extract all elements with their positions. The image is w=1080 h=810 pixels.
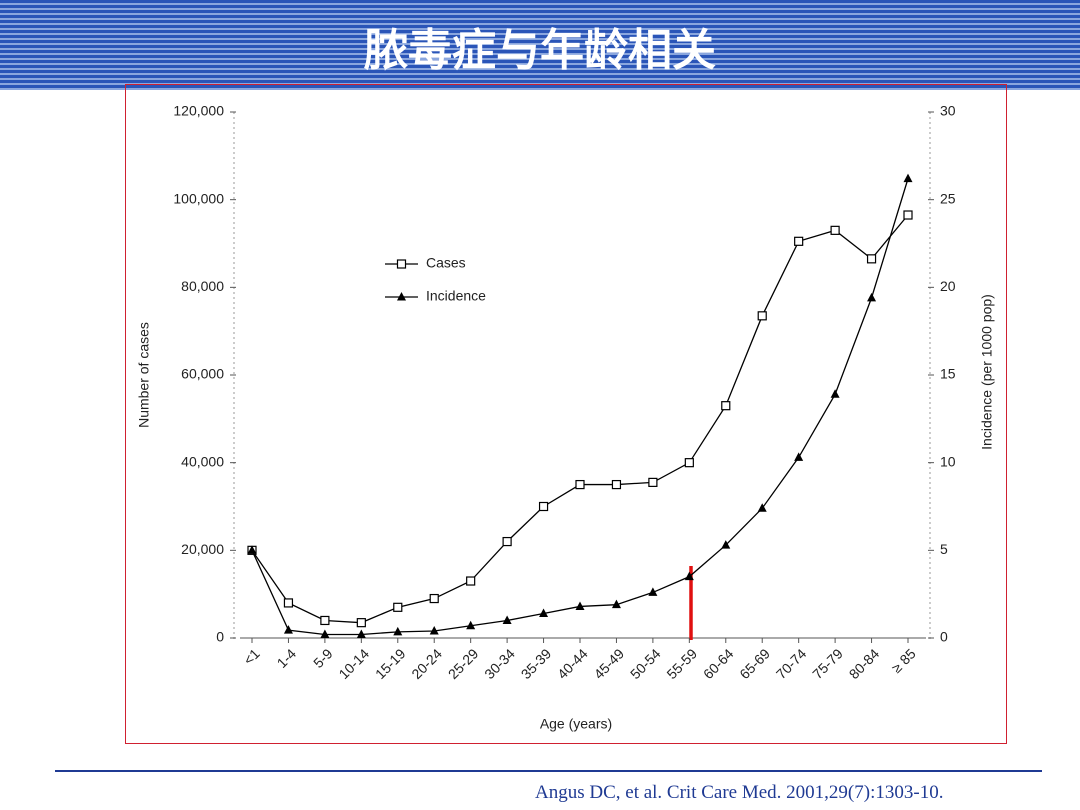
legend-marker — [396, 259, 407, 269]
data-point — [247, 545, 257, 554]
x-tick-label: 45-49 — [591, 645, 628, 682]
data-point — [903, 210, 913, 220]
data-point — [611, 479, 622, 490]
data-point — [466, 620, 476, 630]
x-tick-label: 15-19 — [372, 645, 409, 682]
series-line — [251, 178, 909, 636]
data-point — [611, 599, 621, 609]
data-point — [903, 173, 913, 183]
data-point — [794, 236, 804, 246]
x-tick-label: 5-9 — [310, 645, 336, 671]
x-tick-label: 70-74 — [773, 645, 810, 682]
data-point — [356, 618, 366, 628]
x-axis-label: Age (years) — [540, 716, 612, 732]
data-point — [393, 626, 403, 636]
y-tick-label: 120,000 — [173, 103, 224, 119]
x-tick-label: 30-34 — [481, 645, 518, 682]
data-point — [648, 587, 658, 596]
data-point — [648, 477, 658, 487]
data-point — [757, 311, 767, 321]
data-point — [866, 254, 877, 264]
y2-tick-label: 25 — [940, 190, 956, 206]
x-tick-label: 1-4 — [274, 645, 300, 671]
x-tick-label: 25-29 — [445, 645, 482, 682]
footer-rule — [55, 770, 1042, 772]
y2-tick-label: 30 — [940, 103, 956, 119]
data-point — [538, 501, 549, 512]
y-axis-label: Number of cases — [136, 322, 152, 428]
legend-marker — [397, 292, 406, 301]
data-point — [721, 540, 731, 549]
data-point — [794, 452, 804, 461]
x-tick-label: 40-44 — [554, 645, 591, 682]
y-tick-label: 100,000 — [173, 190, 224, 206]
x-tick-label: 80-84 — [846, 645, 883, 682]
x-tick-label: 60-64 — [700, 645, 737, 682]
x-tick-label: 65-69 — [736, 645, 773, 682]
chart-frame — [125, 84, 1007, 744]
y2-tick-label: 10 — [940, 453, 956, 469]
data-point — [575, 479, 585, 490]
data-point — [575, 601, 585, 610]
slide-title: 脓毒症与年龄相关 — [364, 25, 716, 76]
header-band — [0, 0, 1080, 90]
data-point — [830, 389, 840, 398]
y-tick-label: 40,000 — [181, 453, 224, 469]
data-point — [320, 615, 330, 626]
y2-axis-label: Incidence (per 1000 pop) — [979, 294, 995, 450]
y2-tick-label: 5 — [940, 541, 948, 557]
data-point — [320, 629, 330, 638]
data-point — [502, 536, 512, 547]
x-tick-label: 10-14 — [335, 645, 372, 682]
y-tick-label: 60,000 — [181, 366, 224, 382]
legend-label: Incidence — [426, 288, 486, 304]
x-tick-label: 55-59 — [663, 645, 700, 682]
y2-tick-label: 20 — [940, 278, 956, 294]
data-point — [356, 629, 366, 638]
data-point — [721, 401, 731, 411]
data-point — [867, 292, 877, 302]
y2-tick-label: 15 — [940, 366, 956, 382]
x-tick-label: 35-39 — [518, 645, 555, 682]
series-line — [251, 214, 909, 624]
data-point — [393, 602, 403, 612]
data-point — [429, 625, 439, 635]
x-tick-label: ≥ 85 — [888, 645, 919, 676]
data-point — [684, 571, 694, 581]
x-tick-label: <1 — [240, 645, 263, 668]
data-point — [283, 598, 294, 608]
data-point — [830, 225, 840, 235]
x-tick-label: 20-24 — [408, 645, 445, 682]
data-point — [283, 625, 293, 634]
legend-label: Cases — [426, 255, 466, 271]
data-point — [539, 608, 549, 617]
y-tick-label: 20,000 — [181, 541, 224, 557]
x-tick-label: 50-54 — [627, 645, 664, 682]
data-point — [757, 503, 767, 512]
data-point — [466, 576, 476, 586]
citation: Angus DC, et al. Crit Care Med. 2001,29(… — [535, 782, 944, 803]
y2-tick-label: 0 — [940, 629, 948, 645]
data-point — [684, 458, 694, 468]
x-tick-label: 75-79 — [809, 645, 846, 682]
data-point — [502, 615, 512, 624]
y-tick-label: 80,000 — [181, 278, 224, 294]
y-tick-label: 0 — [216, 629, 224, 645]
data-point — [429, 593, 439, 604]
